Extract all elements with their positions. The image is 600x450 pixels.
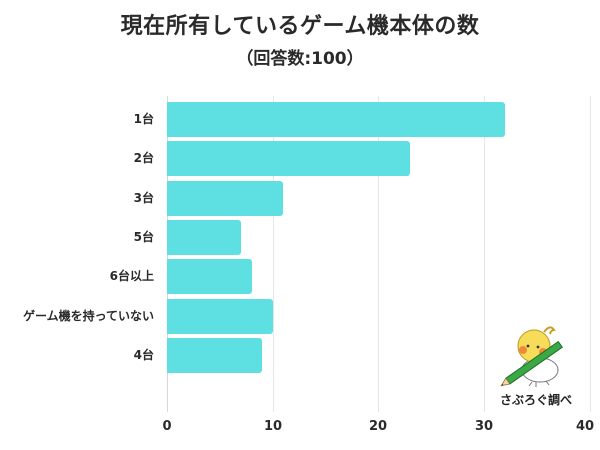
category-label: 1台 bbox=[133, 112, 154, 126]
category-label: ゲーム機を持っていない bbox=[22, 308, 154, 323]
gridline-10 bbox=[273, 96, 274, 412]
category-label: 4台 bbox=[133, 347, 154, 362]
bar bbox=[167, 298, 273, 334]
x-tick-label: 10 bbox=[263, 419, 283, 434]
category-label: 2台 bbox=[133, 151, 154, 166]
x-tick-label: 30 bbox=[474, 419, 494, 434]
gridline-40 bbox=[590, 96, 591, 412]
bar bbox=[167, 180, 284, 216]
bar bbox=[167, 259, 252, 295]
bar bbox=[167, 141, 411, 177]
bird-mascot-with-pencil-icon bbox=[500, 326, 563, 387]
brand-logo: さぶろぐ調べ bbox=[488, 318, 584, 408]
x-tick-label: 0 bbox=[162, 419, 172, 434]
category-label: 3台 bbox=[133, 190, 154, 205]
logo-text: さぶろぐ調べ bbox=[499, 393, 572, 407]
bar bbox=[167, 219, 242, 255]
bar bbox=[167, 337, 263, 373]
x-tick-label: 20 bbox=[368, 419, 388, 434]
gridline-20 bbox=[378, 96, 379, 412]
category-label: 6台以上 bbox=[109, 269, 154, 284]
category-label: 5台 bbox=[133, 229, 154, 244]
chart-subtitle: （回答数:100） bbox=[236, 49, 364, 69]
x-tick-label: 40 bbox=[575, 419, 595, 434]
chart-title: 現在所有しているゲーム機本体の数 bbox=[120, 14, 480, 39]
gridline-30 bbox=[484, 96, 485, 412]
bar bbox=[167, 102, 506, 137]
